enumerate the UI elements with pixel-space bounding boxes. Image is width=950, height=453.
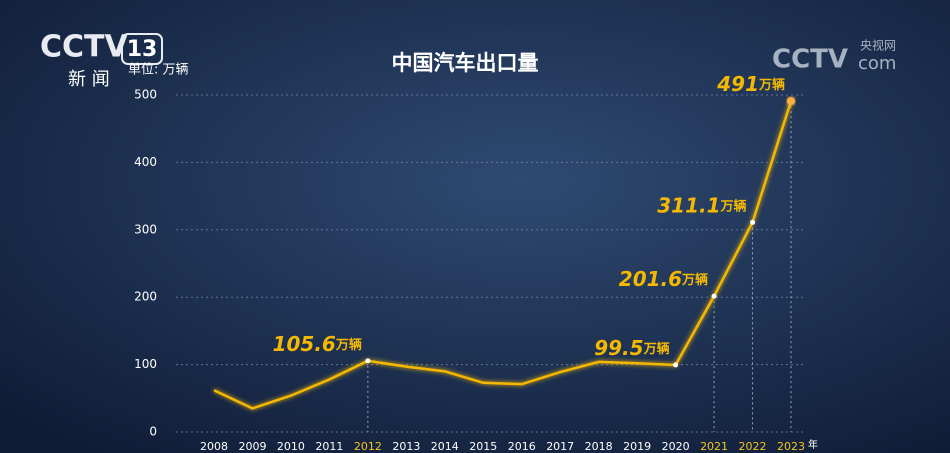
- series-line: [213, 100, 793, 410]
- y-tick-label: 100: [134, 357, 157, 371]
- y-tick-label: 200: [134, 290, 157, 304]
- point: [750, 219, 756, 225]
- point: [673, 362, 679, 368]
- x-tick-label: 2019: [623, 440, 651, 453]
- x-tick-label: 2013: [392, 440, 420, 453]
- x-tick-label: 2010: [277, 440, 305, 453]
- x-tick-label: 2009: [238, 440, 266, 453]
- unit-label: 单位: 万辆: [128, 63, 189, 78]
- x-tick-label: 2022: [739, 440, 767, 453]
- x-suffix: 年: [808, 438, 818, 451]
- y-tick-label: 400: [134, 155, 157, 169]
- y-tick-label: 0: [149, 425, 157, 439]
- x-tick-label: 2008: [200, 440, 228, 453]
- value-label: 99.5万辆: [594, 335, 669, 359]
- x-tick-label: 2021: [700, 440, 728, 453]
- watermark-brand: CCTV: [772, 45, 848, 75]
- chart-title: 中国汽车出口量: [392, 51, 539, 75]
- value-label: 311.1万辆: [657, 193, 746, 217]
- x-tick-label: 2020: [662, 440, 690, 453]
- value-label: 201.6万辆: [619, 267, 708, 291]
- x-tick-label: 2017: [546, 440, 574, 453]
- logo-name: 新 闻: [68, 69, 110, 90]
- x-tick-label: 2012: [354, 440, 382, 453]
- x-tick-label: 2016: [508, 440, 536, 453]
- point: [711, 293, 717, 299]
- point: [365, 358, 371, 364]
- x-tick-label: 2018: [585, 440, 613, 453]
- x-tick-label: 2015: [469, 440, 497, 453]
- x-tick-label: 2014: [431, 440, 459, 453]
- y-tick-label: 300: [134, 222, 157, 236]
- watermark-name: 央视网: [860, 38, 896, 53]
- x-tick-label: 2023: [777, 440, 805, 453]
- watermark-domain: com: [858, 53, 896, 74]
- logo-box: [121, 33, 163, 65]
- logo-number: 13: [127, 37, 158, 62]
- x-tick-label: 2011: [315, 440, 343, 453]
- value-label: 105.6万辆: [273, 331, 362, 355]
- logo-brand: CCTV: [40, 30, 128, 65]
- point: [787, 97, 795, 106]
- value-label: 491万辆: [716, 72, 785, 96]
- y-tick-label: 500: [134, 88, 157, 102]
